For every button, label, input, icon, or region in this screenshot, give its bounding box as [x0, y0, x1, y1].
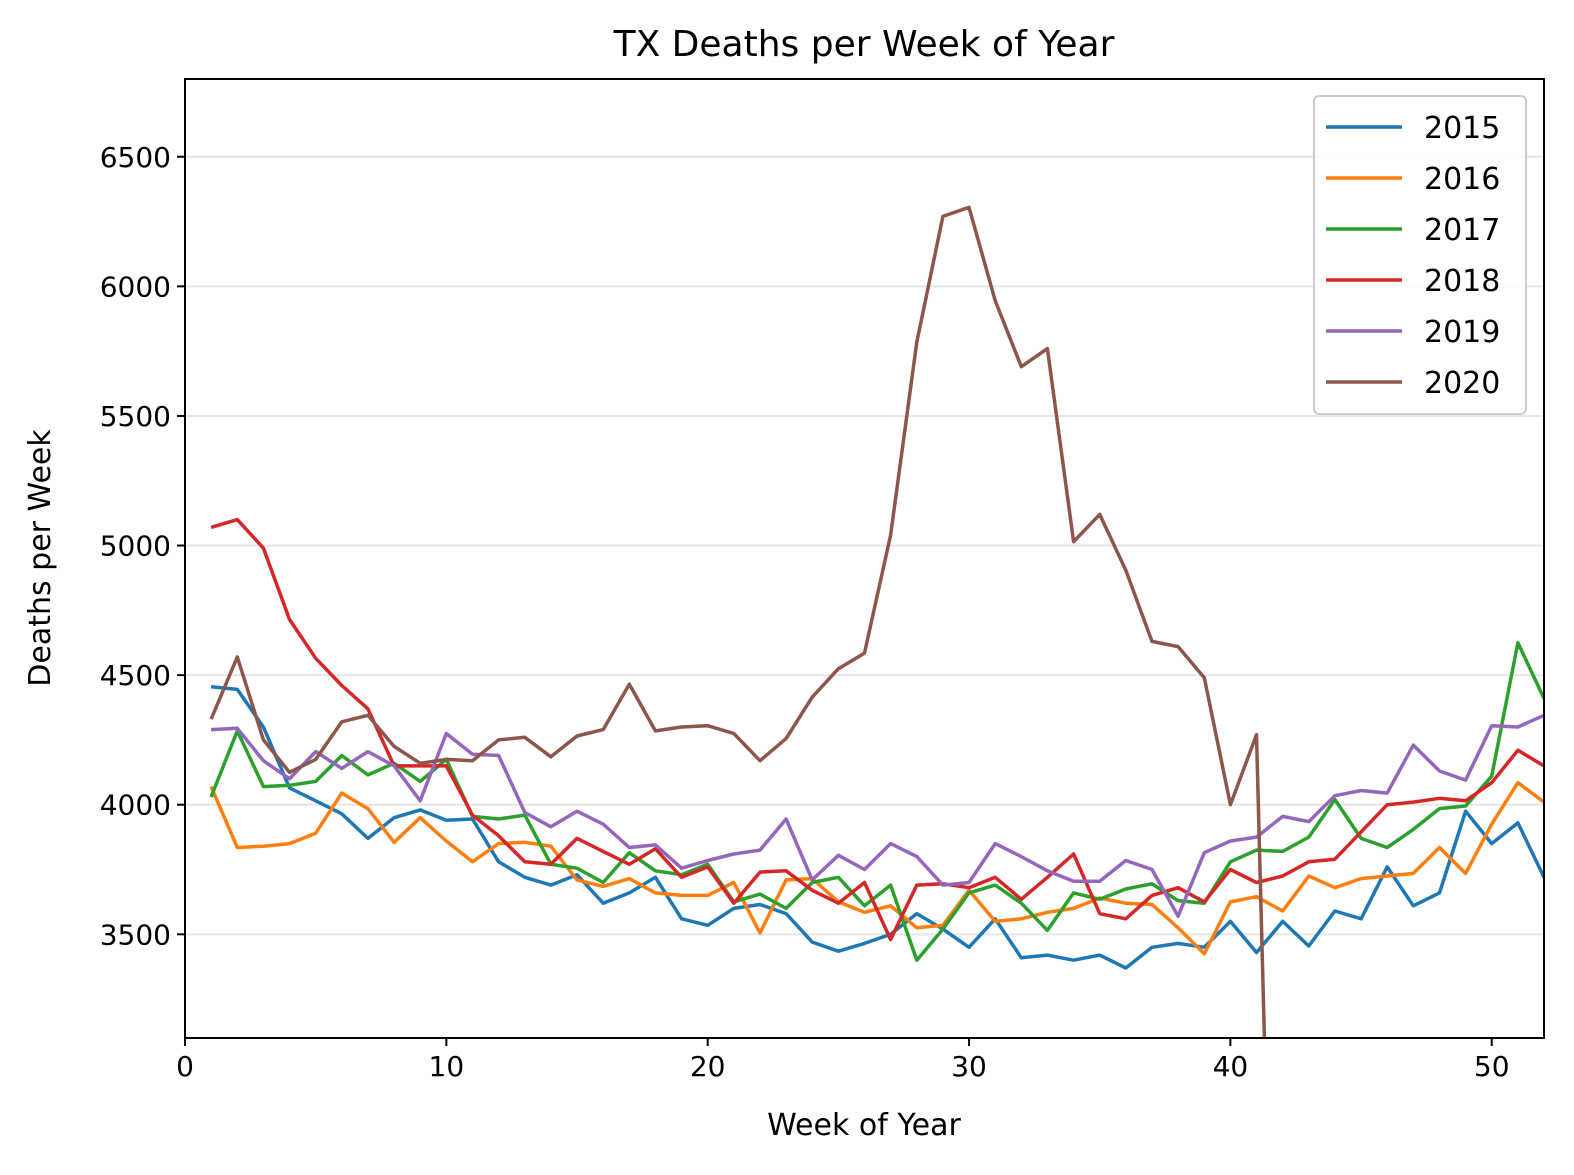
x-axis-ticks: 0 10 20 30 40 50 [176, 1038, 1510, 1083]
series-lines [209, 205, 1544, 1038]
x-tick-label-0: 0 [176, 1050, 194, 1083]
legend-label-2019: 2019 [1424, 315, 1500, 350]
legend-box [1313, 95, 1527, 415]
x-axis-label: Week of Year [767, 1108, 961, 1143]
legend-label-2018: 2018 [1424, 264, 1500, 299]
legend-label-2017: 2017 [1424, 213, 1500, 248]
y-tick-label-5500: 5500 [100, 400, 171, 433]
x-tick-label-30: 30 [951, 1050, 987, 1083]
legend: 2015 2016 2017 2018 2019 2020 [1313, 95, 1527, 415]
series-line-2015 [210, 685, 1544, 970]
x-tick-label-50: 50 [1474, 1050, 1510, 1083]
x-tick-label-40: 40 [1213, 1050, 1249, 1083]
legend-label-2020: 2020 [1424, 366, 1500, 401]
y-tick-label-3500: 3500 [100, 918, 171, 951]
y-axis-ticks: 3500 4000 4500 5000 5500 6000 6500 [100, 141, 185, 951]
y-axis-label: Deaths per Week [23, 429, 58, 687]
legend-label-2016: 2016 [1424, 162, 1500, 197]
legend-label-2015: 2015 [1424, 111, 1500, 146]
series-line-2020 [209, 205, 1267, 1038]
y-tick-label-4000: 4000 [100, 789, 171, 822]
y-tick-label-5000: 5000 [100, 530, 171, 563]
y-tick-label-6500: 6500 [100, 141, 171, 174]
x-tick-label-10: 10 [429, 1050, 465, 1083]
chart-title: TX Deaths per Week of Year [613, 24, 1115, 65]
y-tick-label-6000: 6000 [100, 270, 171, 303]
series-line-2019 [211, 713, 1544, 918]
y-tick-label-4500: 4500 [100, 659, 171, 692]
x-tick-label-20: 20 [690, 1050, 726, 1083]
plot-frame [184, 78, 1545, 1039]
